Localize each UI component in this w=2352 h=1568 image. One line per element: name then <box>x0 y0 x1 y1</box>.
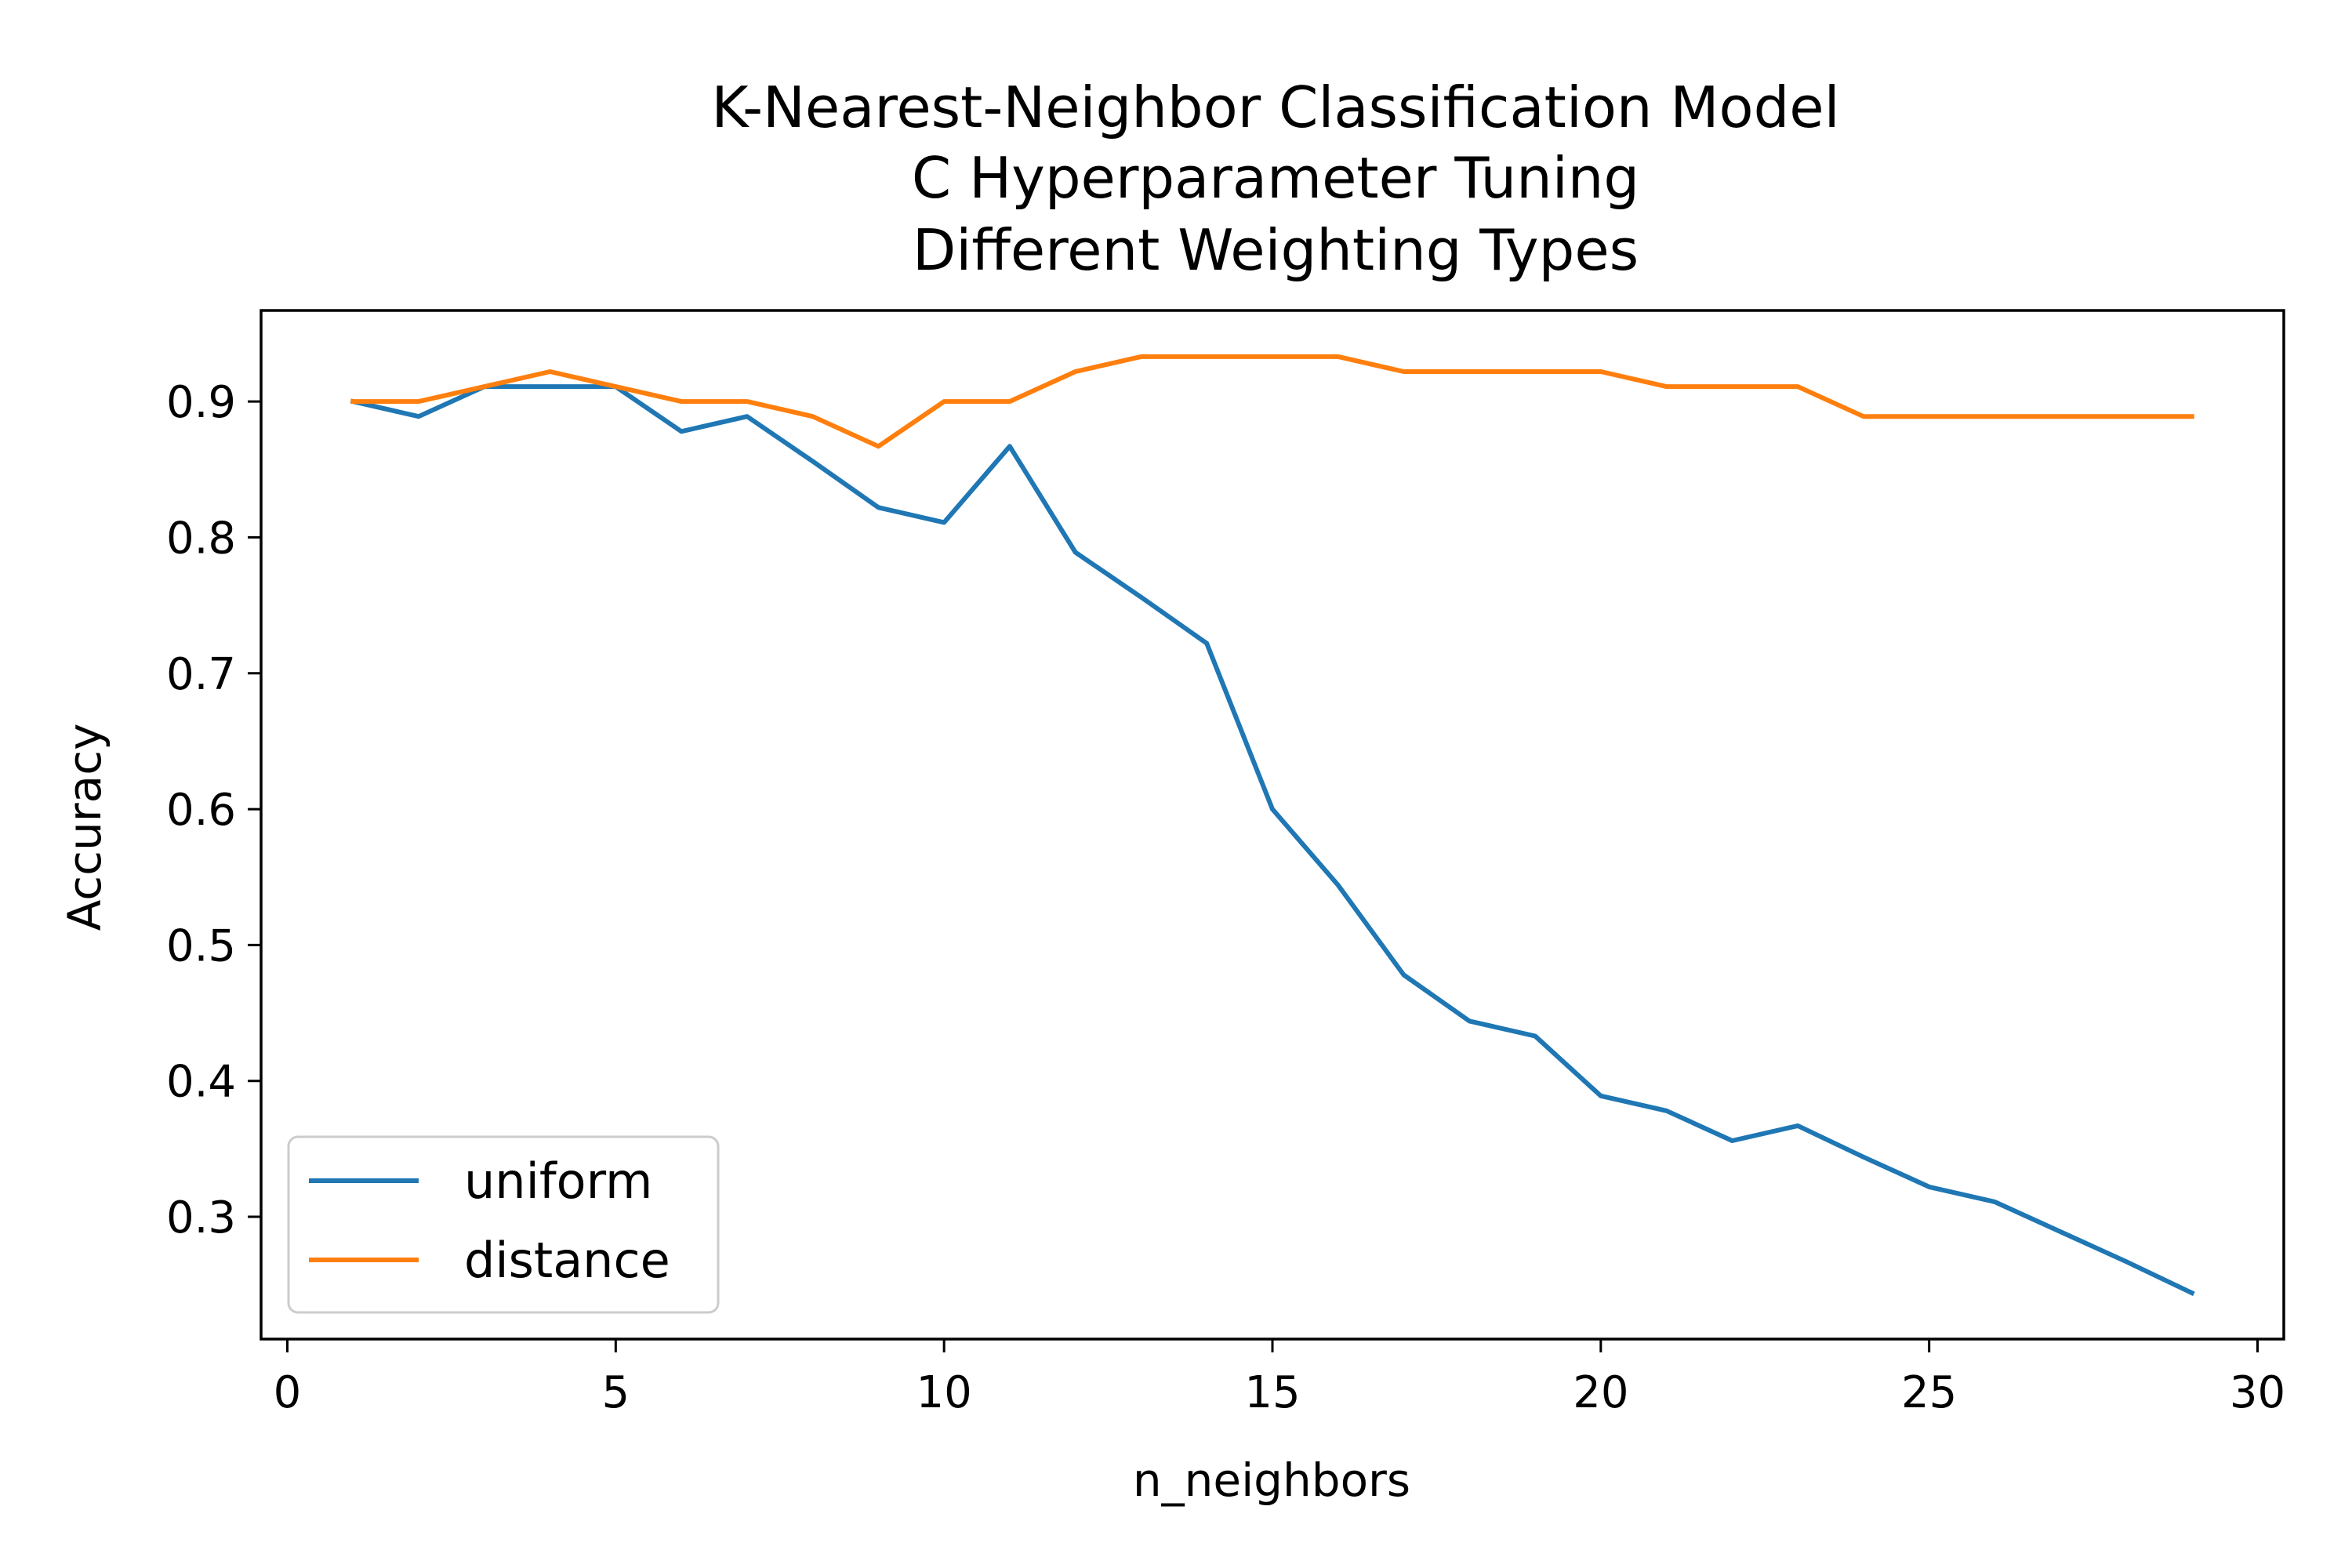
series-layer <box>350 354 2195 1297</box>
series-line-distance <box>350 354 2194 449</box>
x-axis-ticks: 0 5 10 15 20 25 30 <box>274 1339 2285 1418</box>
y-tick-label: 0.7 <box>166 649 236 700</box>
y-tick-label: 0.4 <box>166 1057 236 1108</box>
x-axis-label: n_neighbors <box>1133 1454 1410 1507</box>
y-tick-label: 0.6 <box>166 785 236 836</box>
legend: uniform distance <box>287 1135 720 1314</box>
x-tick-label: 25 <box>1901 1367 1957 1418</box>
plot-frame <box>260 309 2285 1341</box>
series-line-uniform <box>350 384 2195 1297</box>
y-tick-label: 0.3 <box>166 1192 236 1243</box>
chart-title-line-1: K-Nearest-Neighbor Classification Model <box>711 74 1839 140</box>
x-tick-label: 30 <box>2230 1367 2285 1418</box>
y-tick-label: 0.5 <box>166 920 236 971</box>
x-tick-label: 10 <box>916 1367 972 1418</box>
legend-label-uniform: uniform <box>464 1152 652 1210</box>
x-tick-label: 0 <box>274 1367 302 1418</box>
chart-title-line-3: Different Weighting Types <box>913 217 1639 283</box>
x-tick-label: 15 <box>1244 1367 1300 1418</box>
chart-title-line-2: C Hyperparameter Tuning <box>912 145 1639 211</box>
y-tick-label: 0.9 <box>166 377 236 428</box>
y-tick-label: 0.8 <box>166 513 236 564</box>
legend-label-distance: distance <box>464 1232 670 1289</box>
y-axis-label: Accuracy <box>58 724 111 931</box>
x-tick-label: 20 <box>1573 1367 1628 1418</box>
y-axis-ticks: 0.3 0.4 0.5 0.6 0.7 0.8 0.9 <box>166 377 261 1243</box>
x-tick-label: 5 <box>602 1367 630 1418</box>
